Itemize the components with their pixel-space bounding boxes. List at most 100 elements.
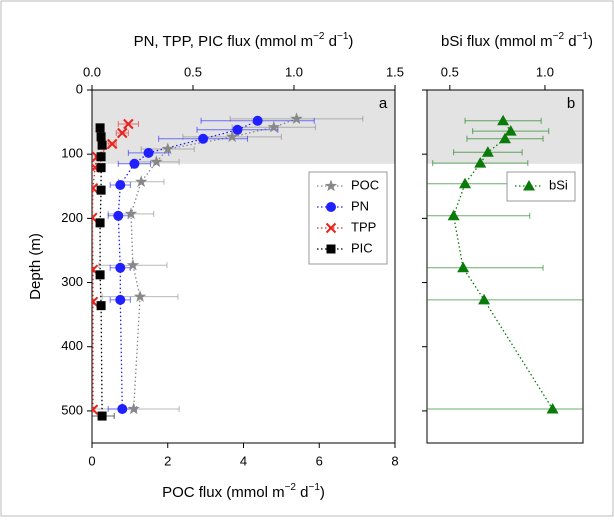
shaded-layer: [427, 90, 583, 164]
axis-title-part: ): [348, 33, 353, 50]
y-tick-label: 300: [61, 274, 83, 289]
plot-area: [92, 112, 364, 421]
marker: [267, 120, 280, 133]
marker: [92, 182, 99, 194]
marker: [124, 207, 138, 220]
axis-title: PN, TPP, PIC flux (mmol m−2 d−1): [134, 31, 354, 50]
marker: [135, 175, 148, 187]
marker-stroke: [92, 212, 98, 220]
marker: [326, 244, 336, 254]
marker: [96, 152, 106, 162]
marker: [96, 185, 106, 195]
marker: [92, 296, 99, 308]
legend-box: [506, 171, 576, 202]
series-line: [117, 120, 258, 410]
marker: [478, 293, 491, 305]
marker: [96, 163, 106, 173]
bottom-tick-label: 4: [240, 453, 247, 468]
marker: [481, 146, 494, 157]
y-tick-label: 100: [61, 146, 83, 161]
marker: [117, 403, 128, 414]
top-tick-label: 1.5: [386, 64, 404, 79]
legend-label: POC: [351, 177, 379, 192]
axis-title-part: −2: [285, 482, 297, 493]
marker: [115, 179, 126, 190]
y-tick-label: 200: [61, 210, 83, 225]
marker: [127, 402, 140, 415]
bottom-tick-label: 0: [88, 453, 95, 468]
series-line: [452, 120, 554, 410]
axis-title-part: −1: [577, 31, 589, 42]
marker: [97, 411, 107, 421]
marker: [95, 123, 105, 133]
marker: [523, 180, 535, 191]
marker: [198, 133, 209, 144]
marker: [232, 124, 243, 135]
marker: [126, 258, 140, 271]
axis-title-part: POC flux (mmol m: [162, 484, 285, 501]
top-tick-label: 1.0: [536, 64, 554, 79]
axis-title: POC flux (mmol m−2 d−1): [162, 482, 325, 501]
marker-stroke: [92, 182, 99, 191]
axis-title-part: PN, TPP, PIC flux (mmol m: [134, 33, 313, 50]
marker: [92, 404, 99, 415]
marker: [326, 202, 336, 212]
marker: [129, 158, 140, 169]
legend-label: PN: [351, 198, 369, 213]
marker: [459, 177, 472, 189]
top-tick-label: 0.5: [441, 64, 459, 79]
marker: [474, 157, 487, 168]
axis-title: bSi flux (mmol m−2 d−1): [441, 31, 593, 50]
marker-stroke: [325, 222, 337, 234]
top-tick-label: 0.0: [83, 64, 101, 79]
plot-frame: [426, 89, 584, 444]
marker: [133, 290, 147, 302]
axis-title-part: d: [564, 33, 577, 50]
marker: [97, 140, 107, 150]
axis-title-part: −2: [553, 31, 565, 42]
marker-stroke: [92, 296, 99, 305]
bottom-tick-label: 2: [164, 453, 171, 468]
marker-stroke: [92, 404, 99, 413]
y-tick-label: 500: [61, 402, 83, 417]
panel-label: a: [379, 95, 388, 112]
marker: [150, 155, 163, 168]
marker: [457, 261, 470, 273]
marker-stroke: [117, 127, 128, 139]
marker: [106, 138, 118, 150]
axis-title-part: d: [324, 33, 337, 50]
error-bar: [427, 408, 583, 410]
marker: [499, 132, 511, 144]
axis-title-part: −1: [337, 31, 349, 42]
bottom-tick-label: 8: [391, 453, 398, 468]
axis-title-part: d: [296, 484, 309, 501]
marker: [115, 262, 126, 273]
marker: [252, 115, 263, 126]
marker: [95, 218, 105, 228]
marker: [546, 402, 559, 414]
marker: [92, 212, 98, 223]
marker: [113, 210, 124, 221]
top-tick-label: 1.0: [285, 64, 303, 79]
marker-stroke: [106, 138, 118, 150]
axis-title-part: ): [320, 484, 325, 501]
marker: [96, 301, 106, 311]
marker: [290, 112, 303, 125]
top-tick-label: 0.5: [184, 64, 202, 79]
legend-label: PIC: [351, 240, 373, 255]
marker-stroke: [123, 118, 134, 130]
marker: [143, 147, 154, 158]
marker: [115, 294, 126, 305]
panel-label: b: [567, 95, 575, 112]
legend-label: bSi: [549, 177, 568, 192]
marker: [226, 130, 239, 143]
marker: [96, 132, 106, 142]
bottom-tick-label: 6: [316, 453, 323, 468]
marker: [447, 209, 460, 221]
marker: [324, 179, 338, 192]
marker: [117, 127, 128, 139]
axis-title-part: −2: [313, 31, 325, 42]
axis-title-part: ): [588, 33, 593, 50]
